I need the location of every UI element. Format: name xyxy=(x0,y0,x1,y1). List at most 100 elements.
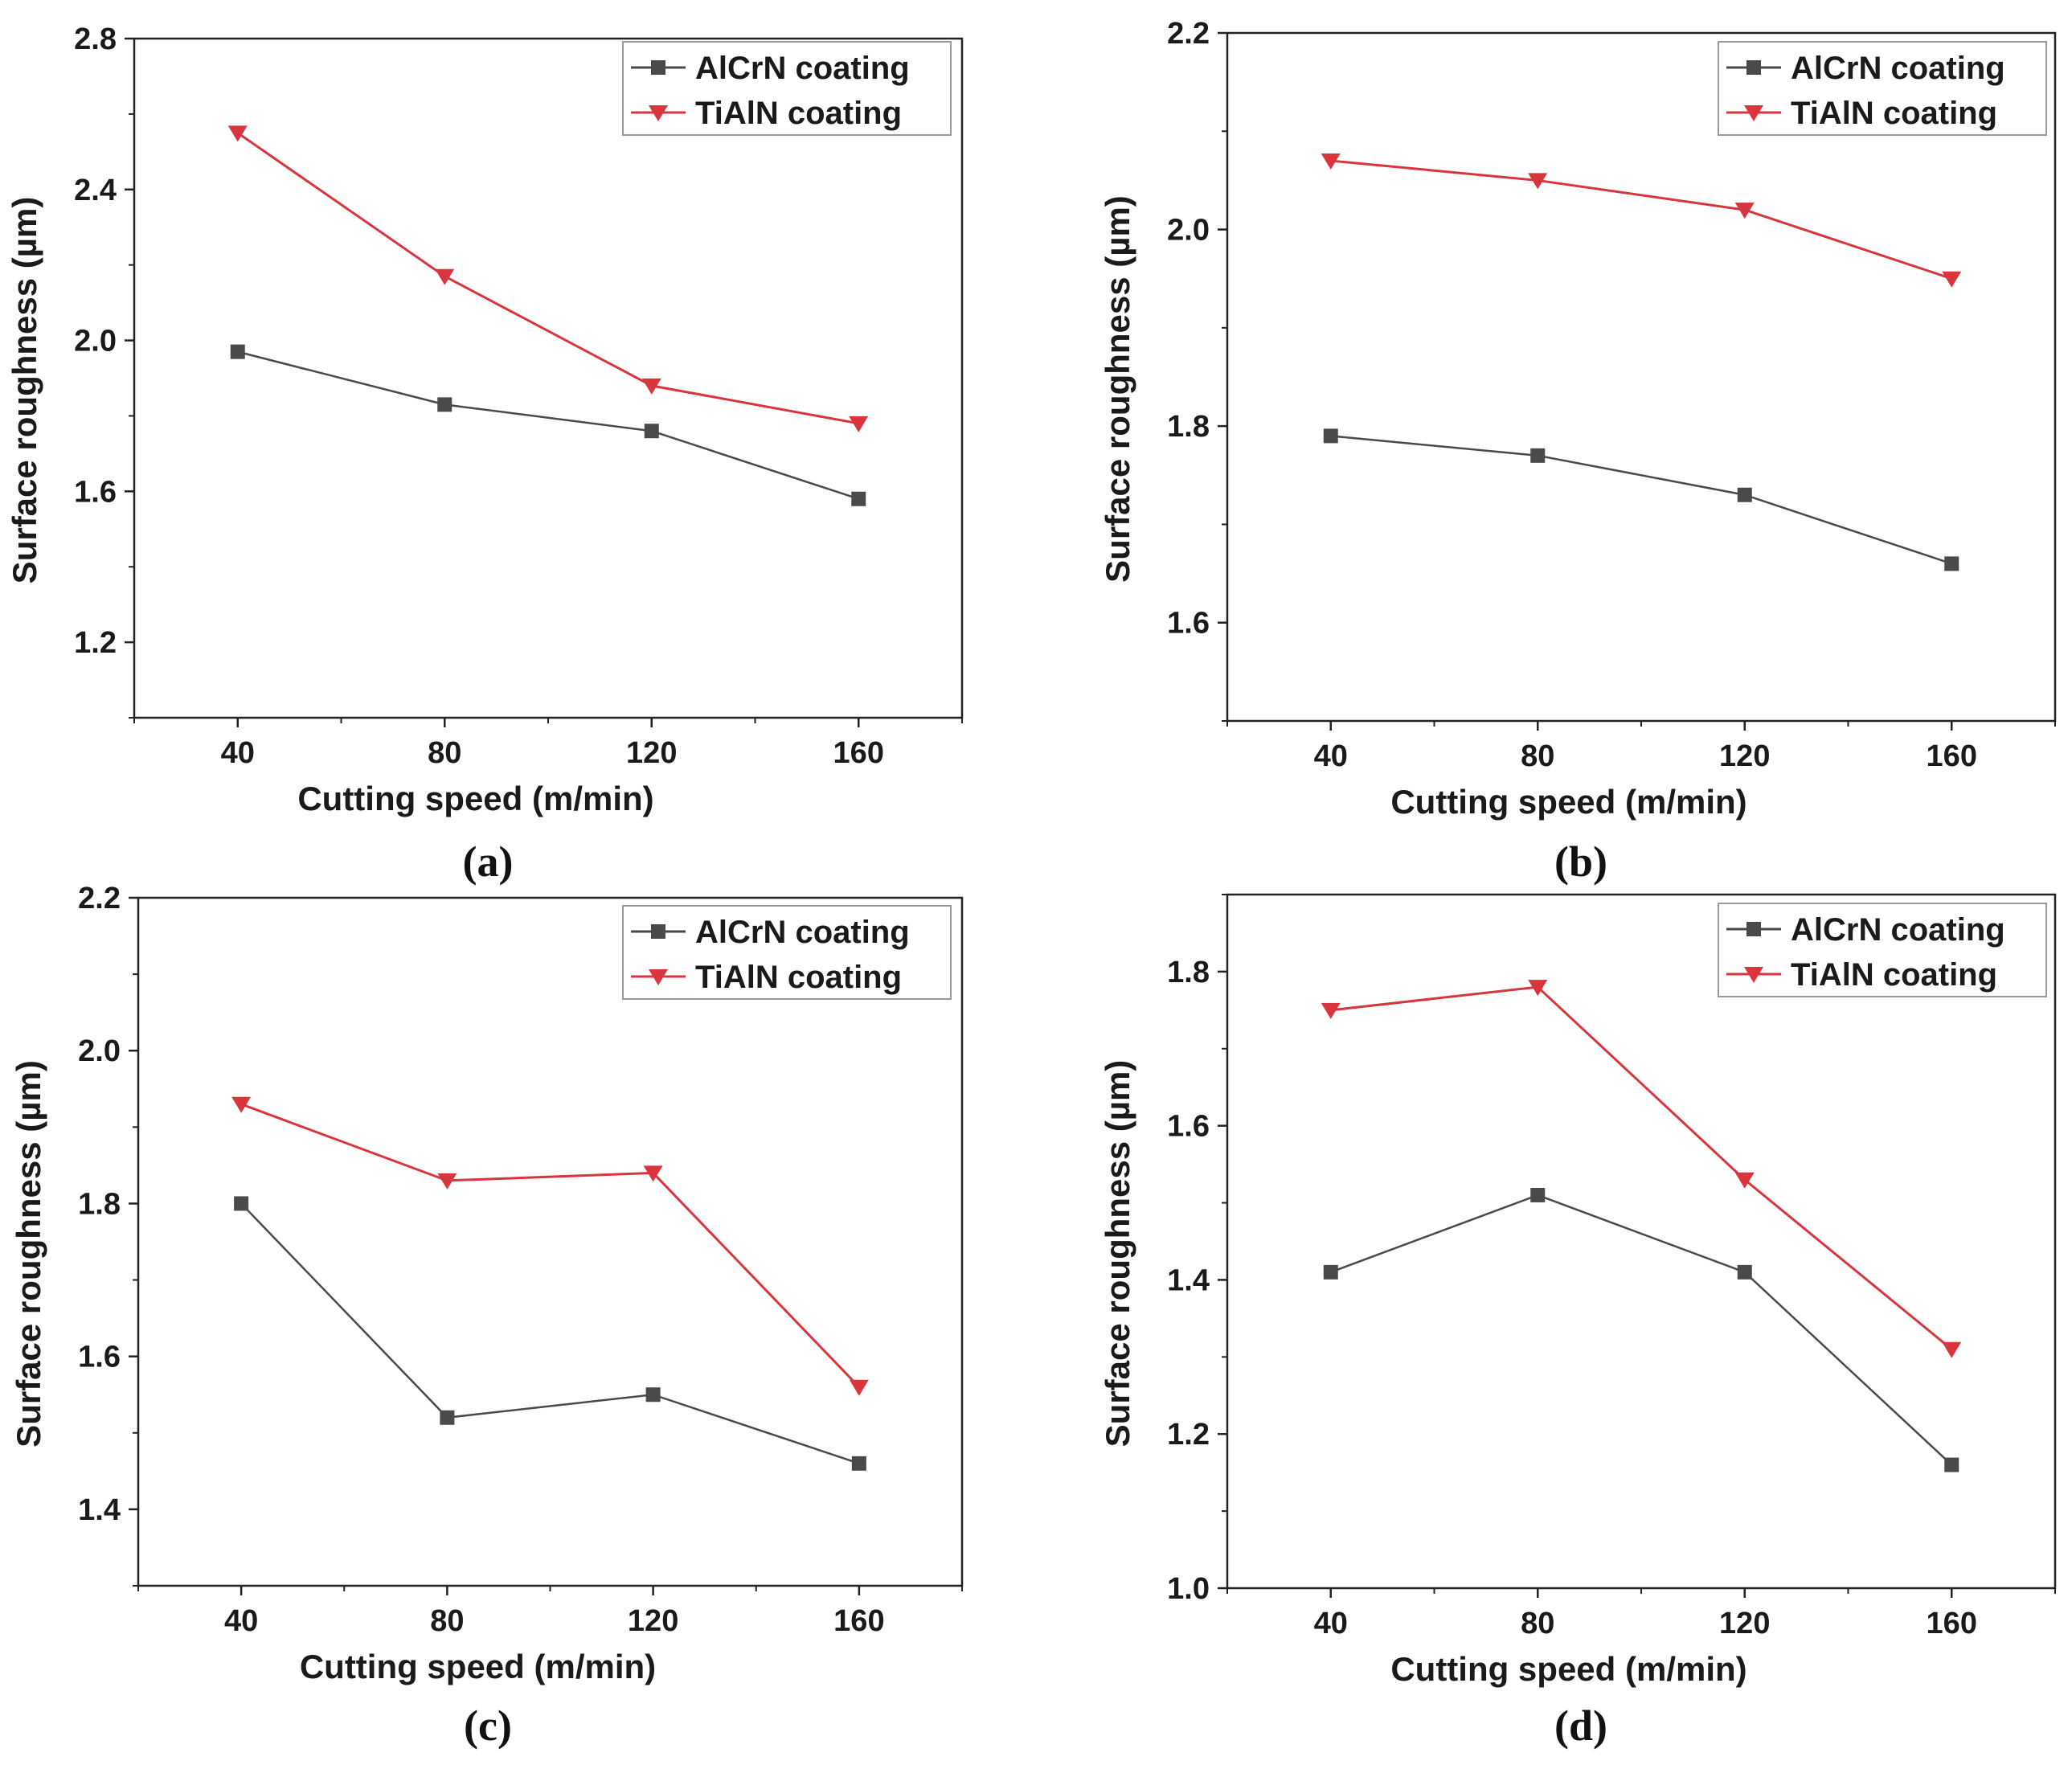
data-point-tiain xyxy=(643,1165,663,1182)
legend-marker xyxy=(1746,60,1761,75)
data-point-tiain xyxy=(641,378,661,395)
legend-marker xyxy=(649,969,668,985)
plot-frame xyxy=(1226,893,2057,1590)
series-line-tiain xyxy=(236,132,859,425)
y-axis-title: Surface roughness (µm) xyxy=(6,197,43,584)
x-tick-label: 120 xyxy=(626,736,677,770)
x-tick-label: 80 xyxy=(430,1604,464,1638)
y-tick-label: 1.8 xyxy=(1167,956,1210,989)
x-tick-label: 40 xyxy=(1314,739,1348,773)
plot-frame xyxy=(133,37,964,719)
y-tick-label: 2.4 xyxy=(74,174,117,207)
panel-label: (d) xyxy=(1554,1701,1607,1750)
data-point-tiain xyxy=(849,416,869,432)
plot-frame xyxy=(137,896,964,1587)
data-point-tiain xyxy=(1528,173,1548,190)
legend-box xyxy=(622,41,952,136)
legend-marker xyxy=(649,105,668,121)
data-point-tiain xyxy=(1942,1341,1962,1358)
legend-label: TiAlN coating xyxy=(695,960,902,995)
data-point-aicrn xyxy=(1944,556,1959,571)
y-axis-title: Surface roughness (µm) xyxy=(10,1060,47,1448)
data-point-tiain xyxy=(1734,1172,1755,1189)
data-point-aicrn xyxy=(1323,1264,1338,1280)
legend-marker xyxy=(1744,967,1763,983)
x-tick-label: 40 xyxy=(1314,1607,1348,1640)
data-point-tiain xyxy=(1321,153,1341,170)
y-tick-label: 1.6 xyxy=(1167,1110,1210,1144)
y-tick-label: 1.8 xyxy=(1167,410,1210,444)
data-point-tiain xyxy=(227,125,248,142)
panel-label: (c) xyxy=(464,1701,512,1750)
legend: AlCrN coating TiAlN coating xyxy=(622,905,952,1000)
legend-marker xyxy=(1746,922,1761,936)
y-tick-label: 1.2 xyxy=(1167,1418,1210,1452)
panel-label: (a) xyxy=(463,837,514,886)
data-point-aicrn xyxy=(851,1456,866,1471)
data-point-aicrn xyxy=(1530,448,1546,463)
x-tick-label: 120 xyxy=(628,1604,678,1638)
x-tick-label: 80 xyxy=(1521,1607,1554,1640)
x-tick-label: 80 xyxy=(428,736,461,770)
data-point-aicrn xyxy=(851,491,866,506)
data-point-aicrn xyxy=(437,397,452,412)
data-point-tiain xyxy=(1321,1002,1341,1019)
y-tick-label: 1.2 xyxy=(74,626,117,660)
y-tick-label: 2.0 xyxy=(74,325,117,358)
data-point-tiain xyxy=(1734,203,1755,219)
y-tick-label: 1.8 xyxy=(78,1187,121,1221)
data-point-aicrn xyxy=(234,1196,249,1211)
y-axis-title: Surface roughness (µm) xyxy=(1099,195,1136,583)
legend-label: TiAlN coating xyxy=(1791,957,1997,993)
y-tick-label: 1.4 xyxy=(1167,1263,1210,1297)
series-line-tiain xyxy=(1330,159,1952,281)
legend-label: AlCrN coating xyxy=(1791,912,2005,948)
data-point-aicrn xyxy=(645,1387,661,1403)
legend-marker xyxy=(651,924,665,939)
y-tick-label: 1.4 xyxy=(78,1493,121,1527)
legend-box xyxy=(1718,41,2047,136)
x-axis-title: Cutting speed (m/min) xyxy=(297,780,653,817)
legend: AlCrN coating TiAlN coating xyxy=(1718,41,2047,136)
data-point-tiain xyxy=(1528,980,1548,997)
y-tick-label: 1.6 xyxy=(1167,607,1210,641)
x-tick-label: 160 xyxy=(833,736,884,770)
chart-panel-2: 1.6 1.8 2.0 2.2 40 80 120 160 Cutting speed (m/m… xyxy=(1099,17,2057,886)
y-tick-label: 1.6 xyxy=(78,1341,121,1374)
y-tick-label: 2.2 xyxy=(1167,17,1210,51)
x-tick-label: 160 xyxy=(1927,739,1977,773)
series-line-aicrn xyxy=(240,1202,860,1465)
y-tick-label: 1.0 xyxy=(1167,1572,1210,1606)
series-line-aicrn xyxy=(1330,1194,1953,1466)
legend-box xyxy=(622,905,952,1000)
legend-label: TiAlN coating xyxy=(695,96,902,131)
legend-label: AlCrN coating xyxy=(695,51,910,86)
data-point-aicrn xyxy=(1737,1264,1752,1280)
data-point-tiain xyxy=(435,268,455,285)
x-tick-label: 120 xyxy=(1719,1607,1770,1640)
data-point-aicrn xyxy=(230,344,245,359)
y-tick-label: 2.8 xyxy=(74,23,117,56)
data-point-tiain xyxy=(231,1096,252,1113)
x-tick-label: 160 xyxy=(1927,1607,1977,1640)
x-tick-label: 40 xyxy=(221,736,255,770)
x-axis-title: Cutting speed (m/min) xyxy=(1390,1650,1746,1688)
data-point-tiain xyxy=(437,1173,457,1190)
series-line-tiain xyxy=(1330,985,1953,1350)
y-tick-label: 2.0 xyxy=(1167,214,1210,248)
legend-marker xyxy=(1744,105,1763,121)
series-line-aicrn xyxy=(1330,435,1952,565)
x-tick-label: 40 xyxy=(224,1604,258,1638)
chart-panel-3: 1.4 1.6 1.8 2.0 2.2 40 80 120 160 Cutting speed (… xyxy=(10,882,964,1750)
legend: AlCrN coating TiAlN coating xyxy=(622,41,952,136)
y-tick-label: 1.6 xyxy=(74,475,117,509)
x-axis-title: Cutting speed (m/min) xyxy=(300,1648,656,1685)
series-line-tiain xyxy=(240,1103,860,1388)
y-axis-title: Surface roughness (µm) xyxy=(1099,1060,1136,1448)
x-axis-title: Cutting speed (m/min) xyxy=(1390,783,1746,821)
data-point-aicrn xyxy=(1530,1187,1546,1202)
series-line-aicrn xyxy=(237,350,859,500)
x-tick-label: 160 xyxy=(833,1604,884,1638)
data-point-aicrn xyxy=(440,1410,455,1425)
